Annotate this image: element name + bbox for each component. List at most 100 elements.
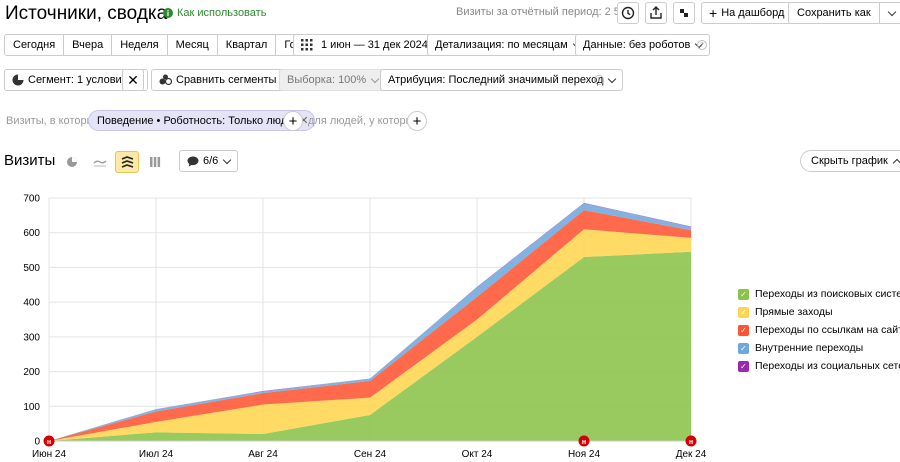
y-tick-label: 0 [34, 437, 40, 448]
pin-icon [680, 9, 688, 17]
marker-dot [685, 435, 697, 447]
bar-chart-toggle[interactable] [143, 151, 167, 173]
visits-chart: 0 100 200 300 400 500 600 700 Июн 24 Июл 24 Авг 24… [23, 194, 706, 461]
checkbox-icon: ✓ [738, 342, 749, 354]
help-icon[interactable]: ? [697, 40, 707, 50]
marker-label: н [47, 439, 51, 446]
detail-select[interactable]: Детализация: по месяцам [427, 34, 588, 56]
marker-label: н [689, 439, 693, 446]
area-series-2 [49, 210, 691, 441]
filter-chip-label: Поведение • Роботность: Только люди [97, 114, 294, 127]
tab-month[interactable]: Месяц [166, 35, 217, 55]
chevron-down-icon [608, 74, 617, 83]
legend-label: Прямые заходы [755, 306, 833, 318]
tab-quarter[interactable]: Квартал [216, 35, 276, 55]
info-icon: i [163, 8, 173, 18]
filter-chip[interactable]: Поведение • Роботность: Только люди ✕ [88, 110, 316, 131]
plus-icon: + [412, 112, 422, 130]
legend-label: Переходы из поисковых систем [755, 288, 900, 300]
marker-dot [578, 435, 590, 447]
legend-item-search[interactable]: ✓ Переходы из поисковых систем [738, 285, 900, 303]
clear-segment-button[interactable]: ✕ [122, 69, 144, 91]
legend-item-links[interactable]: ✓ Переходы по ссылкам на сайтах [738, 321, 900, 339]
attribution-label: Атрибуция: Последний значимый переход [388, 74, 604, 86]
pie-icon [67, 157, 77, 167]
plus-icon: + [288, 112, 298, 130]
legend-item-internal[interactable]: ✓ Внутренние переходы [738, 339, 900, 357]
legend-item-social[interactable]: ✓ Переходы из социальных сетей [738, 357, 900, 375]
chevron-up-icon [892, 158, 900, 167]
y-tick-label: 500 [23, 263, 40, 274]
chevron-down-icon [370, 74, 380, 83]
chevron-down-icon [887, 7, 897, 16]
legend-label: Переходы по ссылкам на сайтах [755, 324, 900, 336]
marker-label: н [582, 439, 586, 446]
x-tick-label: Авг 24 [248, 449, 278, 460]
y-tick-label: 600 [23, 228, 40, 239]
checkbox-icon: ✓ [738, 360, 749, 372]
add-to-dashboard-button[interactable]: + На дашборд [701, 2, 793, 24]
x-tick-label: Ноя 24 [568, 449, 601, 460]
area-series-0 [49, 251, 691, 441]
checkbox-icon: ✓ [738, 288, 749, 300]
stacked-area-icon [121, 155, 133, 168]
series-counter-label: 6/6 [203, 155, 219, 167]
people-filter-label: для людей, у которых [308, 115, 419, 127]
howto-link[interactable]: i Как использовать [163, 7, 266, 19]
comment-icon [187, 156, 199, 166]
compare-segments-select[interactable]: Сравнить сегменты [151, 69, 297, 91]
stacked-area-toggle[interactable] [115, 151, 139, 173]
date-range-label: 1 июн — 31 дек 2024 [321, 39, 428, 51]
close-icon: ✕ [127, 71, 139, 88]
hide-chart-label: Скрыть график [811, 155, 888, 167]
x-tick-label: Июн 24 [32, 449, 67, 460]
tab-week[interactable]: Неделя [111, 35, 166, 55]
compare-label: Сравнить сегменты [176, 74, 277, 86]
chevron-down-icon [223, 155, 232, 164]
period-tabs: Сегодня Вчера Неделя Месяц Квартал Год [4, 34, 311, 56]
page-title: Источники, сводка [5, 3, 168, 24]
export-button[interactable] [645, 2, 667, 24]
pie-chart-toggle[interactable] [60, 151, 84, 173]
sample-label: Выборка: 100% [287, 74, 367, 86]
plus-icon: + [709, 5, 718, 21]
attribution-select[interactable]: Атрибуция: Последний значимый переход [380, 69, 624, 91]
checkbox-icon: ✓ [738, 324, 749, 336]
tab-today[interactable]: Сегодня [13, 39, 56, 51]
tab-yesterday[interactable]: Вчера [63, 35, 111, 55]
sample-select[interactable]: Выборка: 100% [279, 69, 387, 91]
y-tick-label: 200 [23, 367, 40, 378]
data-filter-select[interactable]: Данные: без роботов [575, 34, 711, 56]
legend-item-direct[interactable]: ✓ Прямые заходы [738, 303, 900, 321]
add-people-filter-button[interactable]: + [407, 111, 427, 131]
segment-pie-icon [12, 74, 24, 86]
series-counter-select[interactable]: 6/6 [179, 150, 239, 172]
help-icon[interactable]: ? [594, 75, 604, 85]
line-chart-toggle[interactable] [88, 151, 112, 173]
chart-axes: 0 100 200 300 400 500 600 700 Июн 24 Июл 24 Авг 24… [23, 194, 706, 461]
x-tick-label: Сен 24 [354, 449, 387, 460]
x-tick-label: Окт 24 [462, 449, 493, 460]
date-range-picker[interactable]: 1 июн — 31 дек 2024 [293, 34, 436, 56]
area-series-1 [49, 229, 691, 441]
history-button[interactable] [617, 2, 639, 24]
add-visit-filter-button[interactable]: + [283, 111, 303, 131]
marker-dot [43, 435, 55, 447]
bar-icon [150, 157, 161, 167]
save-as-button[interactable]: Сохранить как [788, 2, 900, 24]
segment-select[interactable]: Сегмент: 1 условие [4, 69, 148, 91]
pin-button[interactable] [673, 2, 695, 24]
chart-legend: ✓ Переходы из поисковых систем ✓ Прямые … [738, 285, 900, 375]
compare-icon [159, 74, 172, 86]
save-as-menu[interactable] [878, 3, 900, 23]
legend-label: Переходы из социальных сетей [755, 360, 900, 372]
howto-label: Как использовать [177, 7, 267, 19]
close-icon[interactable]: ✕ [299, 115, 309, 127]
x-tick-label: Июл 24 [139, 449, 174, 460]
detail-label: Детализация: по месяцам [435, 39, 568, 51]
hide-chart-button[interactable]: Скрыть график [800, 150, 900, 172]
chart-areas [49, 202, 691, 441]
filter-prefix: Визиты, в которых [6, 115, 100, 127]
section-title: Визиты [4, 152, 56, 169]
